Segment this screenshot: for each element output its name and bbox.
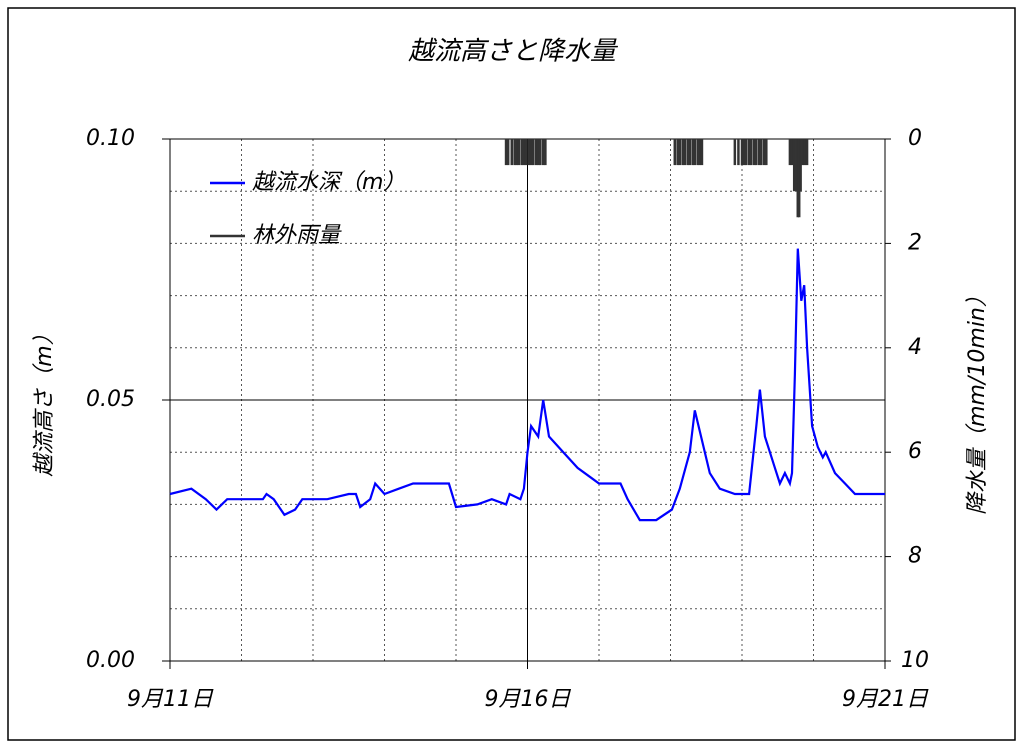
y-tick-label: 0.00 xyxy=(86,648,135,673)
y-tick-label: 0.05 xyxy=(86,387,135,412)
x-tick-label: 9月16日 xyxy=(485,687,572,712)
y2-tick-label: 0 xyxy=(908,126,922,151)
y2-tick-label: 6 xyxy=(908,439,922,464)
x-tick-label: 9月21日 xyxy=(842,687,929,712)
x-tick-label: 9月11日 xyxy=(127,687,214,712)
data-line xyxy=(169,248,885,522)
y2-tick-label: 10 xyxy=(901,648,929,673)
y-tick-label: 0.10 xyxy=(86,126,135,151)
y2-axis-title: 降水量（mm/10min） xyxy=(965,285,990,515)
legend-label: 越流水深（m） xyxy=(252,170,405,195)
legend-label: 林外雨量 xyxy=(252,223,342,248)
chart-border xyxy=(7,7,1016,741)
y2-tick-label: 2 xyxy=(908,230,922,255)
chart-title: 越流高さと降水量 xyxy=(408,37,619,67)
y-axis-title: 越流高さ（m） xyxy=(32,323,57,476)
y2-tick-label: 4 xyxy=(908,335,922,360)
y2-tick-label: 8 xyxy=(908,544,922,569)
